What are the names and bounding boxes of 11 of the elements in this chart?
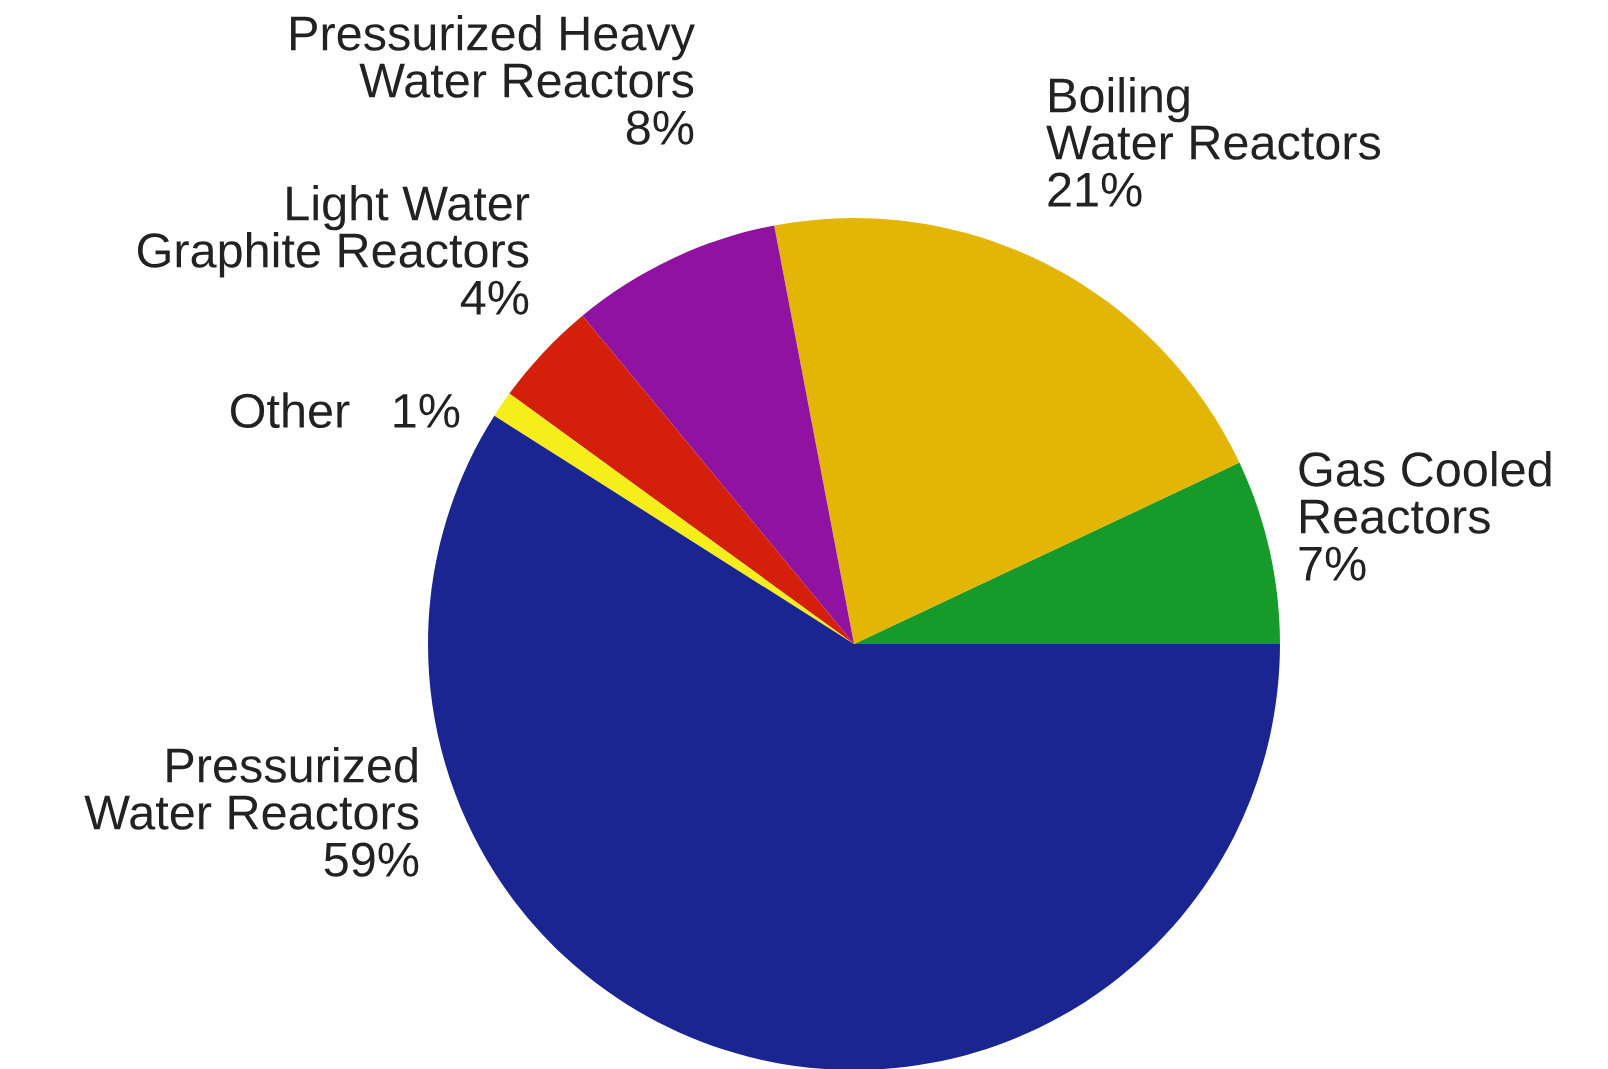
slice-label: Boiling Water Reactors	[1046, 77, 1381, 160]
data-label: 4%	[460, 280, 529, 315]
slice-label: Gas Cooled Reactors	[1299, 451, 1551, 534]
data-label: 21%	[1048, 172, 1142, 207]
slice-label: Light Water Graphite Reactors	[138, 185, 530, 278]
slice-label: Pressurized Water Reactors	[84, 747, 419, 830]
data-label: 59%	[324, 842, 419, 877]
slice-label: Other 1%	[230, 392, 460, 429]
data-label: 7%	[1299, 546, 1366, 581]
data-label: 8%	[626, 110, 694, 145]
slice-label: Pressurized Heavy Water Reactors	[291, 15, 695, 98]
